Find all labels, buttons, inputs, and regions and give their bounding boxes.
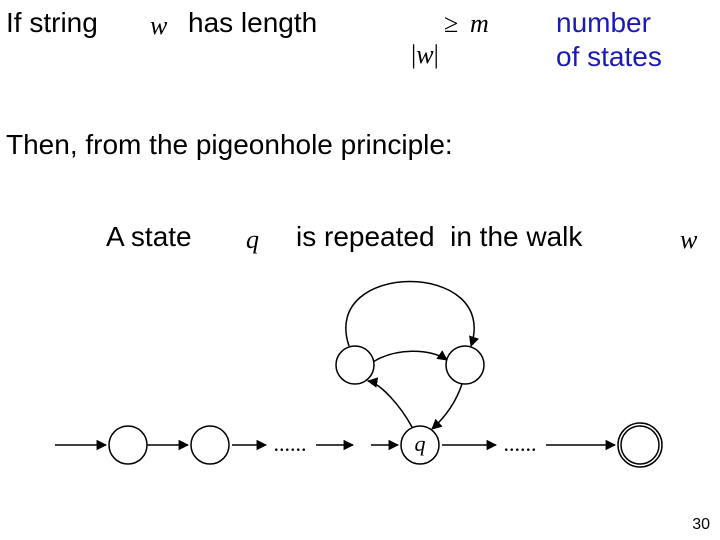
dots-1: ...... — [504, 431, 537, 456]
state-l1 — [336, 346, 374, 384]
state-l2 — [446, 346, 484, 384]
automaton-diagram: q ............ — [0, 0, 720, 540]
dots-0: ...... — [274, 431, 307, 456]
loop-edge-2 — [432, 384, 462, 429]
state-nf — [621, 426, 659, 464]
state-n2 — [191, 426, 229, 464]
state-label-q: q — [415, 431, 426, 456]
state-n1 — [109, 426, 147, 464]
big-arc — [346, 282, 474, 347]
loop-edge-1 — [373, 351, 447, 362]
loop-edge-0 — [368, 381, 412, 427]
